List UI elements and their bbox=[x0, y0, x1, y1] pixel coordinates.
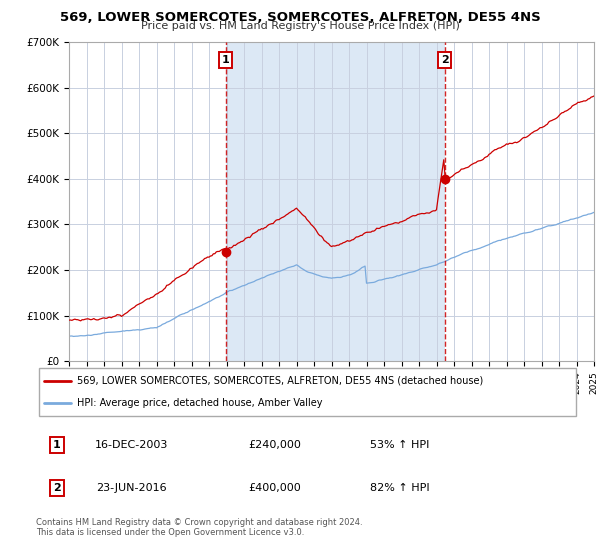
Text: 569, LOWER SOMERCOTES, SOMERCOTES, ALFRETON, DE55 4NS (detached house): 569, LOWER SOMERCOTES, SOMERCOTES, ALFRE… bbox=[77, 376, 483, 386]
Text: £400,000: £400,000 bbox=[248, 483, 301, 493]
Bar bbox=[226, 42, 445, 361]
Text: 2: 2 bbox=[441, 55, 449, 66]
Text: 1: 1 bbox=[222, 55, 230, 66]
FancyBboxPatch shape bbox=[39, 368, 576, 416]
Text: 2: 2 bbox=[53, 483, 61, 493]
Text: £240,000: £240,000 bbox=[248, 440, 301, 450]
Text: Price paid vs. HM Land Registry's House Price Index (HPI): Price paid vs. HM Land Registry's House … bbox=[140, 21, 460, 31]
Text: 82% ↑ HPI: 82% ↑ HPI bbox=[370, 483, 430, 493]
Text: 23-JUN-2016: 23-JUN-2016 bbox=[96, 483, 166, 493]
Text: Contains HM Land Registry data © Crown copyright and database right 2024.
This d: Contains HM Land Registry data © Crown c… bbox=[36, 518, 362, 538]
Text: 16-DEC-2003: 16-DEC-2003 bbox=[94, 440, 168, 450]
Text: 53% ↑ HPI: 53% ↑ HPI bbox=[370, 440, 430, 450]
Text: 1: 1 bbox=[53, 440, 61, 450]
Text: 569, LOWER SOMERCOTES, SOMERCOTES, ALFRETON, DE55 4NS: 569, LOWER SOMERCOTES, SOMERCOTES, ALFRE… bbox=[59, 11, 541, 24]
Text: HPI: Average price, detached house, Amber Valley: HPI: Average price, detached house, Ambe… bbox=[77, 398, 322, 408]
